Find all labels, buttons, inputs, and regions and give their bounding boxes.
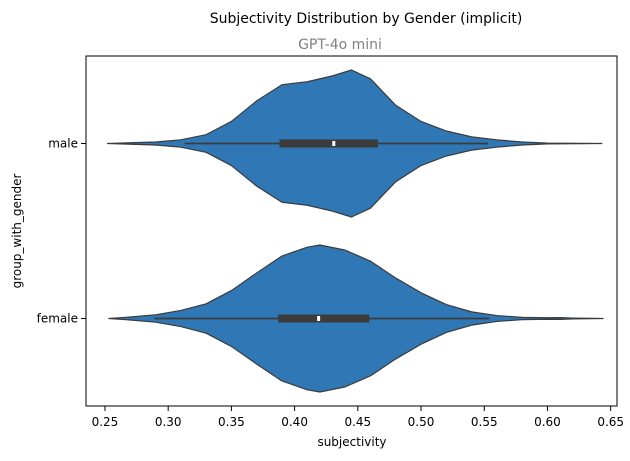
chart-subtitle: GPT-4o mini xyxy=(298,37,382,53)
y-tick-label-male: male xyxy=(48,137,78,151)
x-tick-label-0.55: 0.55 xyxy=(471,415,498,429)
x-tick-label-0.50: 0.50 xyxy=(408,415,435,429)
plot-frame xyxy=(85,55,618,407)
y-axis-label: group_with_gender xyxy=(10,174,24,289)
iqr-box-male xyxy=(279,139,379,148)
x-tick-label-0.40: 0.40 xyxy=(281,415,308,429)
x-tick-label-0.30: 0.30 xyxy=(155,415,182,429)
iqr-box-female xyxy=(278,314,370,323)
x-tick-label-0.65: 0.65 xyxy=(597,415,624,429)
median-marker-male xyxy=(332,141,336,146)
y-tick-label-female: female xyxy=(37,312,78,326)
chart-title: Subjectivity Distribution by Gender (imp… xyxy=(210,11,523,27)
x-axis-label: subjectivity xyxy=(317,435,386,449)
tick-layer: male female 0.25 0.30 0.35 0.40 0.45 0.50 0.55 0.… xyxy=(37,137,624,430)
x-tick-label-0.35: 0.35 xyxy=(218,415,245,429)
violin-layer xyxy=(106,69,604,393)
median-marker-female xyxy=(317,316,321,321)
x-tick-label-0.45: 0.45 xyxy=(344,415,371,429)
x-tick-label-0.60: 0.60 xyxy=(534,415,561,429)
x-tick-label-0.25: 0.25 xyxy=(92,415,119,429)
